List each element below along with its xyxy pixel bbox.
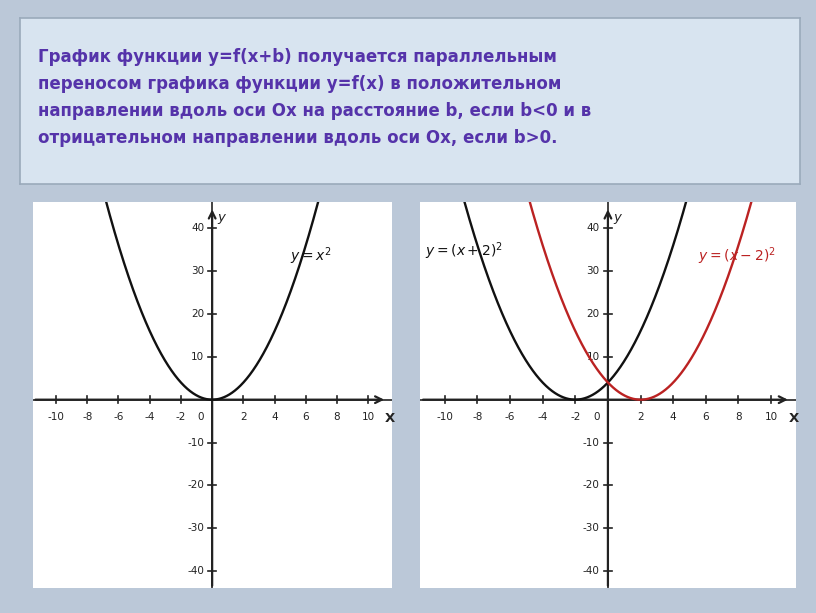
Text: -4: -4 bbox=[144, 412, 155, 422]
Text: X: X bbox=[789, 412, 799, 425]
Text: -10: -10 bbox=[437, 412, 453, 422]
Text: -8: -8 bbox=[472, 412, 482, 422]
Text: 20: 20 bbox=[191, 309, 204, 319]
Text: 10: 10 bbox=[361, 412, 375, 422]
Text: 4: 4 bbox=[670, 412, 676, 422]
Text: $y = (x+2)^2$: $y = (x+2)^2$ bbox=[425, 241, 503, 262]
Text: 0: 0 bbox=[593, 412, 600, 422]
Text: y: y bbox=[614, 211, 622, 224]
Text: y: y bbox=[218, 211, 225, 224]
Text: -30: -30 bbox=[583, 524, 600, 533]
Text: 30: 30 bbox=[587, 266, 600, 276]
Text: -30: -30 bbox=[188, 524, 204, 533]
Text: -10: -10 bbox=[188, 438, 204, 447]
Text: 10: 10 bbox=[765, 412, 778, 422]
Text: 40: 40 bbox=[191, 223, 204, 233]
Text: -40: -40 bbox=[583, 566, 600, 576]
Text: 20: 20 bbox=[587, 309, 600, 319]
Text: -20: -20 bbox=[583, 481, 600, 490]
Text: 10: 10 bbox=[191, 352, 204, 362]
Text: 8: 8 bbox=[334, 412, 340, 422]
Text: 10: 10 bbox=[587, 352, 600, 362]
Text: -8: -8 bbox=[82, 412, 92, 422]
Text: 40: 40 bbox=[587, 223, 600, 233]
Text: X: X bbox=[385, 412, 395, 425]
Text: 0: 0 bbox=[197, 412, 204, 422]
Text: -2: -2 bbox=[570, 412, 580, 422]
Text: -10: -10 bbox=[47, 412, 64, 422]
Text: 2: 2 bbox=[240, 412, 246, 422]
Text: -10: -10 bbox=[583, 438, 600, 447]
Text: -6: -6 bbox=[113, 412, 124, 422]
Text: -2: -2 bbox=[175, 412, 186, 422]
Text: 6: 6 bbox=[703, 412, 709, 422]
Text: 30: 30 bbox=[191, 266, 204, 276]
Text: $y = x^2$: $y = x^2$ bbox=[290, 245, 332, 267]
Text: 8: 8 bbox=[735, 412, 742, 422]
Text: $y = (x-2)^2$: $y = (x-2)^2$ bbox=[698, 245, 775, 267]
Text: 4: 4 bbox=[271, 412, 278, 422]
Text: -20: -20 bbox=[188, 481, 204, 490]
Text: 2: 2 bbox=[637, 412, 644, 422]
Text: График функции y=f(x+b) получается параллельным
переносом графика функции y=f(x): График функции y=f(x+b) получается парал… bbox=[38, 48, 591, 148]
Text: -40: -40 bbox=[188, 566, 204, 576]
Text: 6: 6 bbox=[303, 412, 309, 422]
Text: -4: -4 bbox=[538, 412, 548, 422]
Text: -6: -6 bbox=[505, 412, 515, 422]
